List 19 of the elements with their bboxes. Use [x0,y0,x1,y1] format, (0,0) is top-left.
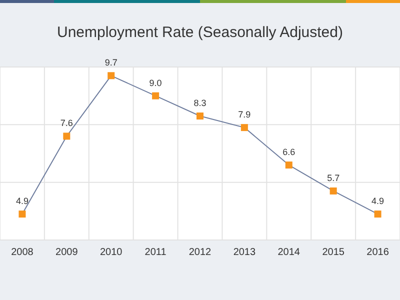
data-label: 4.9 [372,196,384,206]
data-label: 5.7 [327,172,340,183]
x-tick-label: 2009 [56,247,78,258]
data-label: 9.7 [104,58,118,68]
x-tick-label: 2013 [233,247,256,258]
x-tick-label: 2011 [144,247,167,258]
data-label: 8.3 [194,98,206,108]
data-label: 6.6 [282,147,296,158]
x-tick-label: 2010 [100,247,123,258]
x-tick-label: 2008 [11,247,34,258]
x-tick-label: 2015 [322,247,345,258]
data-label: 7.9 [238,110,251,120]
data-label: 4.9 [16,196,28,206]
x-tick-label: 2016 [366,247,390,258]
x-tick-label: 2012 [188,247,212,258]
data-label: 7.6 [60,118,73,128]
data-label: 9.0 [149,78,162,88]
chart-title: Unemployment Rate (Seasonally Adjusted) [56,24,344,41]
x-tick-label: 2014 [278,247,300,258]
